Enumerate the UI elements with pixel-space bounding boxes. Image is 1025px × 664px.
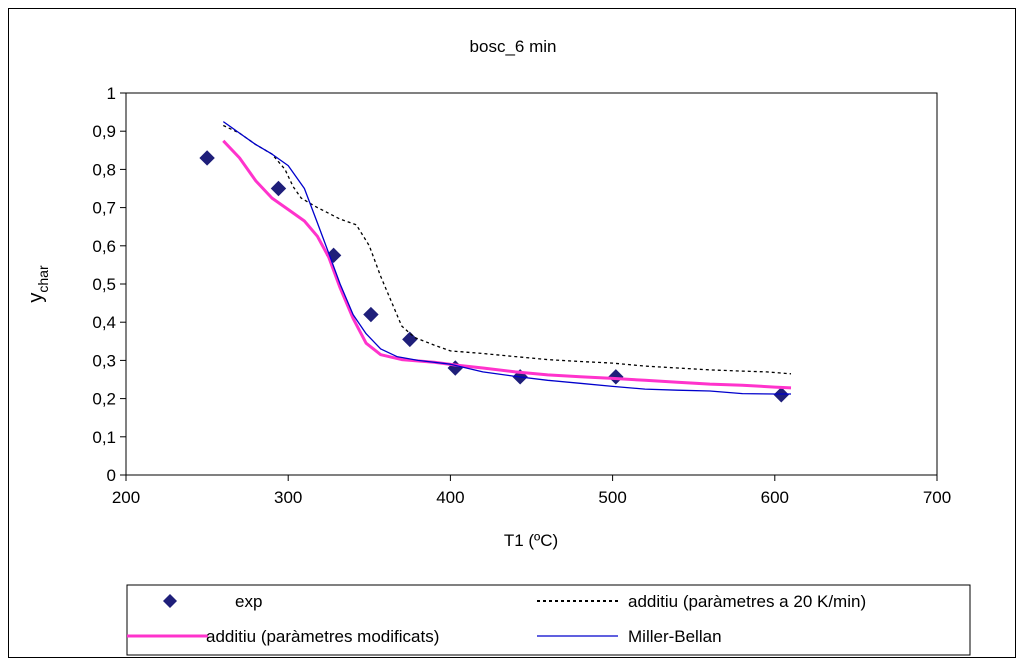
legend-label-miller-bellan: Miller-Bellan (628, 627, 722, 646)
series-line-additiu-par-metres-a-20-k-min (223, 124, 792, 375)
data-point-exp (773, 387, 789, 403)
y-axis-ticks: 0 0,1 0,2 0,3 0,4 0,5 0,6 0,7 0,8 0,9 1 (92, 84, 126, 485)
y-tick-label: 0,3 (92, 351, 116, 370)
legend-label-additiu-par-metres-modificats: additiu (paràmetres modificats) (206, 627, 439, 646)
y-tick-label: 0 (107, 466, 116, 485)
data-point-exp (199, 150, 215, 166)
y-tick-label: 0,1 (92, 428, 116, 447)
data-point-exp (608, 369, 624, 385)
y-tick-label: 0,9 (92, 122, 116, 141)
y-axis-title-subscript: char (35, 265, 51, 293)
chart-title: bosc_6 min (470, 37, 557, 56)
x-tick-label: 500 (598, 488, 626, 507)
legend-label-exp: exp (235, 592, 262, 611)
data-point-exp (363, 306, 379, 323)
x-tick-label: 300 (274, 488, 302, 507)
legend (126, 584, 971, 656)
x-axis-title: T1 (ºC) (504, 531, 558, 550)
data-point-exp (402, 331, 418, 348)
y-axis-title-main: y (25, 293, 47, 303)
y-tick-label: 0,7 (92, 199, 116, 218)
y-tick-label: 0,8 (92, 160, 116, 179)
y-tick-label: 1 (107, 84, 116, 103)
legend-label-additiu-par-metres-a-20-k-min: additiu (paràmetres a 20 K/min) (628, 592, 866, 611)
y-axis-title: ychar (25, 265, 51, 303)
legend-items: exp additiu (paràmetres a 20 K/min) additi… (127, 592, 866, 646)
legend-marker-exp (163, 594, 177, 608)
data-point-exp (270, 180, 287, 197)
y-tick-label: 0,4 (92, 313, 116, 332)
series-layer (199, 121, 792, 403)
y-tick-label: 0,2 (92, 390, 116, 409)
x-axis-ticks: 200 300 400 500 600 700 (112, 475, 951, 507)
x-tick-label: 200 (112, 488, 140, 507)
plot-area (125, 92, 938, 476)
y-tick-label: 0,6 (92, 237, 116, 256)
x-tick-label: 600 (761, 488, 789, 507)
y-tick-label: 0,5 (92, 275, 116, 294)
x-tick-label: 400 (436, 488, 464, 507)
series-line-miller-bellan (222, 121, 791, 395)
x-tick-label: 700 (923, 488, 951, 507)
